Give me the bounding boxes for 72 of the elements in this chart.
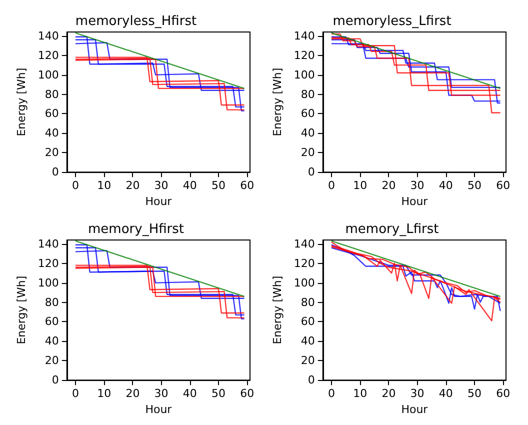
x-axis-title: Hour	[145, 195, 172, 208]
y-tick-label: 40	[300, 334, 315, 348]
y-tick-label: 100	[38, 68, 59, 82]
chart-title: memoryless_Lfirst	[332, 14, 452, 29]
y-tick-label: 0	[308, 374, 315, 387]
x-tick-label: 20	[382, 179, 396, 192]
y-tick-label: 20	[44, 354, 59, 368]
x-tick-label: 10	[353, 387, 368, 400]
y-tick-label: 140	[294, 237, 315, 250]
y-axis-title: Energy [Wh]	[15, 276, 28, 344]
y-tick-label: 140	[38, 237, 59, 250]
x-tick-label: 50	[468, 387, 482, 400]
y-tick-label: 0	[52, 374, 59, 387]
y-tick-label: 20	[300, 354, 315, 368]
x-tick-label: 0	[328, 387, 335, 400]
x-tick-label: 40	[182, 387, 197, 400]
x-tick-label: 40	[438, 387, 453, 400]
y-tick-label: 100	[38, 276, 59, 290]
y-tick-label: 120	[38, 48, 59, 62]
x-tick-label: 30	[410, 387, 424, 400]
y-tick-label: 60	[44, 315, 59, 328]
x-tick-label: 60	[496, 179, 510, 192]
x-tick-label: 30	[154, 179, 168, 192]
x-tick-label: 30	[410, 179, 424, 192]
y-tick-label: 0	[308, 166, 315, 179]
x-tick-label: 0	[328, 179, 335, 192]
chart-title: memory_Hfirst	[88, 222, 184, 237]
y-tick-label: 100	[294, 68, 315, 82]
y-tick-label: 20	[44, 146, 59, 160]
x-tick-label: 0	[72, 387, 79, 400]
chart-title: memory_Lfirst	[345, 222, 439, 237]
x-tick-label: 20	[126, 387, 140, 400]
y-tick-label: 120	[294, 256, 315, 270]
y-tick-label: 80	[300, 88, 315, 101]
x-tick-label: 20	[126, 179, 140, 192]
y-tick-label: 0	[52, 166, 59, 179]
x-tick-label: 30	[154, 387, 168, 400]
y-tick-label: 40	[44, 334, 59, 348]
x-tick-label: 40	[438, 179, 453, 192]
y-axis-title: Energy [Wh]	[271, 276, 284, 344]
x-tick-label: 10	[353, 179, 368, 192]
x-tick-label: 50	[468, 179, 482, 192]
x-tick-label: 10	[97, 387, 112, 400]
y-tick-label: 140	[294, 29, 315, 42]
y-axis-title: Energy [Wh]	[15, 68, 28, 136]
y-tick-label: 40	[300, 126, 315, 140]
x-tick-label: 10	[97, 179, 112, 192]
x-tick-label: 60	[240, 179, 254, 192]
y-tick-label: 80	[300, 296, 315, 309]
chart-title: memoryless_Hfirst	[75, 14, 197, 29]
y-tick-label: 60	[300, 315, 315, 328]
y-tick-label: 80	[44, 88, 59, 101]
x-tick-label: 0	[72, 179, 79, 192]
y-tick-label: 120	[294, 48, 315, 62]
y-tick-label: 60	[300, 107, 315, 120]
x-tick-label: 60	[496, 387, 510, 400]
x-tick-label: 50	[212, 387, 226, 400]
y-tick-label: 80	[44, 296, 59, 309]
y-tick-label: 120	[38, 256, 59, 270]
x-tick-label: 50	[212, 179, 226, 192]
x-tick-label: 20	[382, 387, 396, 400]
y-axis-title: Energy [Wh]	[271, 68, 284, 136]
x-axis-title: Hour	[401, 195, 428, 208]
x-axis-title: Hour	[401, 403, 428, 416]
x-tick-label: 40	[182, 179, 197, 192]
y-tick-label: 100	[294, 276, 315, 290]
y-tick-label: 60	[44, 107, 59, 120]
x-axis-title: Hour	[145, 403, 172, 416]
y-tick-label: 140	[38, 29, 59, 42]
y-tick-label: 20	[300, 146, 315, 160]
x-tick-label: 60	[240, 387, 254, 400]
y-tick-label: 40	[44, 126, 59, 140]
